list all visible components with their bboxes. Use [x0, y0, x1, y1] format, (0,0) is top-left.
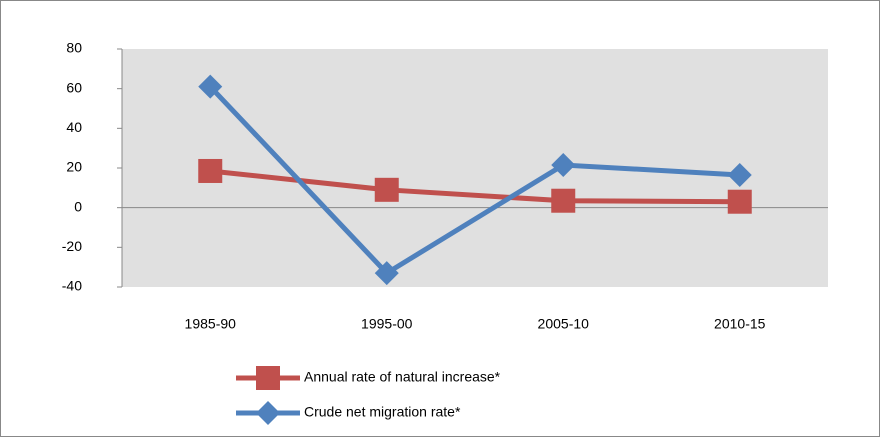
- y-tick-label: 40: [66, 119, 82, 135]
- legend-label: Annual rate of natural increase*: [304, 369, 501, 385]
- y-tick-label: 80: [66, 40, 82, 56]
- x-tick-label: 2010-15: [714, 316, 766, 332]
- marker: [727, 162, 752, 187]
- x-tick-label: 1995-00: [361, 316, 413, 332]
- marker: [374, 177, 399, 202]
- marker: [256, 366, 280, 390]
- y-tick-label: -20: [62, 238, 82, 254]
- marker: [727, 189, 752, 214]
- legend-label: Crude net migration rate*: [304, 404, 461, 420]
- marker: [198, 158, 223, 183]
- y-tick-label: 60: [66, 79, 82, 95]
- x-tick-label: 1985-90: [185, 316, 237, 332]
- plot-area: [122, 49, 828, 287]
- y-tick-label: 20: [66, 159, 82, 175]
- y-tick-label: -40: [62, 278, 82, 294]
- series-line: [208, 84, 740, 277]
- marker: [551, 153, 576, 178]
- marker: [374, 261, 399, 286]
- y-tick-label: 0: [74, 198, 82, 214]
- marker: [198, 74, 223, 99]
- x-tick-label: 2005-10: [538, 316, 590, 332]
- marker: [551, 188, 576, 213]
- marker: [256, 401, 280, 425]
